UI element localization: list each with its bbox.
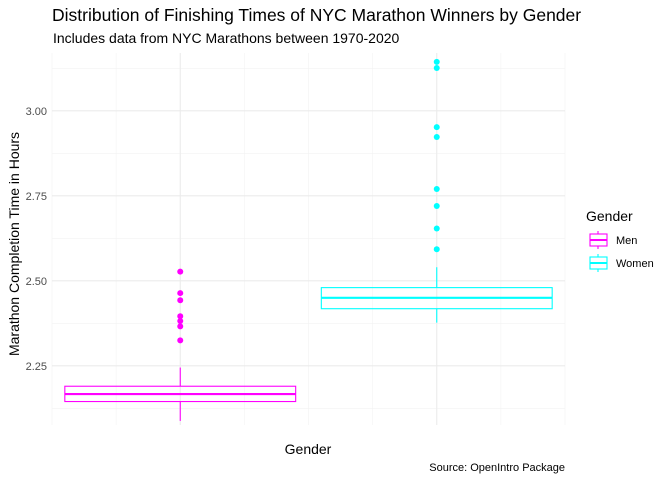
plot-area: [51, 53, 566, 425]
y-axis-ticks: 2.25 2.50 2.75 3.00: [26, 106, 47, 373]
outlier-point: [177, 268, 184, 275]
legend-title: Gender: [586, 208, 633, 224]
outlier-point: [433, 246, 440, 253]
grid-lines: [51, 53, 566, 425]
outlier-point: [177, 323, 184, 330]
outlier-point: [433, 124, 440, 131]
legend-label: Women: [616, 258, 654, 270]
x-axis-label: Gender: [285, 441, 332, 457]
chart-title: Distribution of Finishing Times of NYC M…: [52, 5, 581, 25]
legend-items: Men Women: [589, 231, 654, 272]
outlier-point: [433, 186, 440, 193]
outlier-point: [177, 290, 184, 297]
outlier-point: [433, 133, 440, 140]
y-tick-label: 2.25: [26, 361, 47, 373]
legend-item-men: Men: [589, 231, 637, 249]
y-tick-label: 2.75: [26, 191, 47, 203]
outlier-point: [433, 64, 440, 71]
y-tick-label: 2.50: [26, 276, 47, 288]
legend-item-women: Women: [589, 254, 654, 272]
chart-subtitle: Includes data from NYC Marathons between…: [53, 30, 400, 46]
chart-marks: [64, 58, 553, 421]
chart-caption: Source: OpenIntro Package: [429, 462, 565, 474]
outlier-point: [433, 225, 440, 232]
outlier-point: [177, 313, 184, 320]
boxplot-men: [64, 268, 297, 421]
outlier-point: [433, 58, 440, 65]
outlier-point: [433, 203, 440, 210]
outlier-point: [177, 317, 184, 324]
y-tick-label: 3.00: [26, 106, 47, 118]
outlier-point: [177, 337, 184, 344]
legend: Gender Men Women: [586, 208, 654, 272]
y-axis-label: Marathon Completion Time in Hours: [6, 132, 22, 356]
legend-label: Men: [616, 235, 637, 247]
boxplot-women: [320, 58, 553, 323]
outlier-point: [177, 297, 184, 304]
